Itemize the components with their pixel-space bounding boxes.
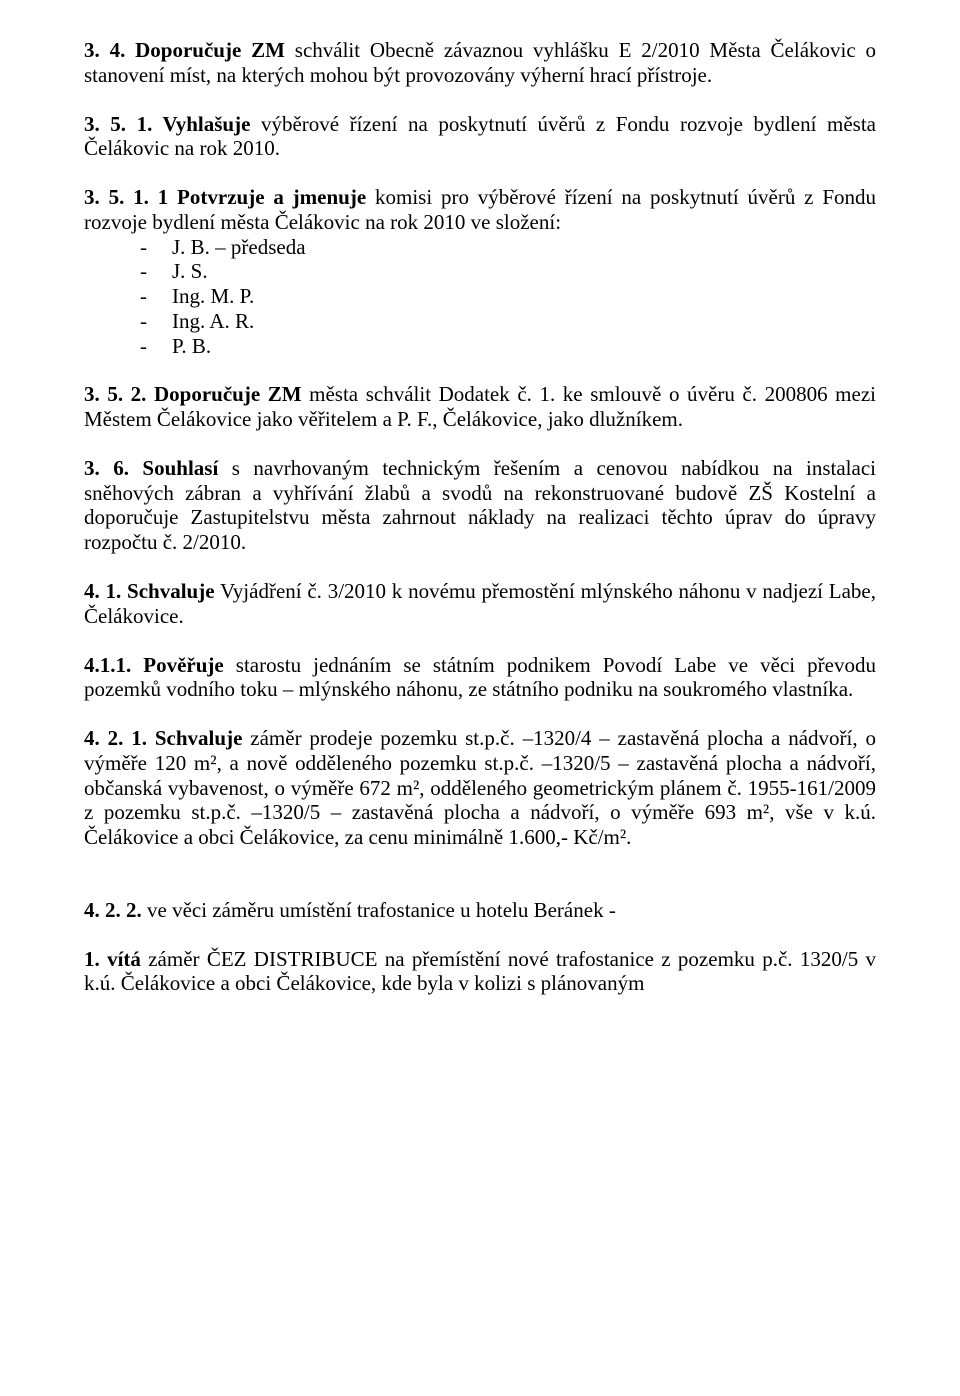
- paragraph-3-5-1-1: 3. 5. 1. 1 Potvrzuje a jmenuje komisi pr…: [84, 185, 876, 235]
- list-item: J. B. – předseda: [140, 235, 876, 260]
- list-item-text: P. B.: [172, 334, 211, 358]
- list-item: Ing. M. P.: [140, 284, 876, 309]
- list-item-text: Ing. M. P.: [172, 284, 254, 308]
- paragraph-text: ve věci záměru umístění trafostanice u h…: [142, 898, 616, 922]
- bold-lead: 3. 5. 1. 1 Potvrzuje a jmenuje: [84, 185, 366, 209]
- paragraph-4-2-1: 4. 2. 1. Schvaluje záměr prodeje pozemku…: [84, 726, 876, 850]
- bold-lead: 1. vítá: [84, 947, 141, 971]
- bold-lead: 4. 1. Schvaluje: [84, 579, 215, 603]
- paragraph-1-vita: 1. vítá záměr ČEZ DISTRIBUCE na přemístě…: [84, 947, 876, 997]
- paragraph-4-1-1: 4.1.1. Pověřuje starostu jednáním se stá…: [84, 653, 876, 703]
- paragraph-3-5-1: 3. 5. 1. Vyhlašuje výběrové řízení na po…: [84, 112, 876, 162]
- bold-lead: 4. 2. 2.: [84, 898, 142, 922]
- paragraph-4-2-2: 4. 2. 2. ve věci záměru umístění trafost…: [84, 898, 876, 923]
- paragraph-4-1: 4. 1. Schvaluje Vyjádření č. 3/2010 k no…: [84, 579, 876, 629]
- list-item: P. B.: [140, 334, 876, 359]
- bold-lead: 3. 4. Doporučuje ZM: [84, 38, 285, 62]
- paragraph-3-5-2: 3. 5. 2. Doporučuje ZM města schválit Do…: [84, 382, 876, 432]
- paragraph-3-4: 3. 4. Doporučuje ZM schválit Obecně záva…: [84, 38, 876, 88]
- document-page: 3. 4. Doporučuje ZM schválit Obecně záva…: [0, 0, 960, 1396]
- bold-lead: 3. 5. 1. Vyhlašuje: [84, 112, 250, 136]
- list-item-text: J. S.: [172, 259, 208, 283]
- bold-lead: 3. 5. 2. Doporučuje ZM: [84, 382, 302, 406]
- committee-list: J. B. – předseda J. S. Ing. M. P. Ing. A…: [84, 235, 876, 359]
- bold-lead: 4.1.1. Pověřuje: [84, 653, 224, 677]
- list-item-text: Ing. A. R.: [172, 309, 254, 333]
- paragraph-3-6: 3. 6. Souhlasí s navrhovaným technickým …: [84, 456, 876, 555]
- paragraph-text: záměr ČEZ DISTRIBUCE na přemístění nové …: [84, 947, 876, 996]
- list-item-text: J. B. – předseda: [172, 235, 306, 259]
- bold-lead: 3. 6. Souhlasí: [84, 456, 218, 480]
- spacer: [84, 874, 876, 898]
- list-item: J. S.: [140, 259, 876, 284]
- bold-lead: 4. 2. 1. Schvaluje: [84, 726, 242, 750]
- list-item: Ing. A. R.: [140, 309, 876, 334]
